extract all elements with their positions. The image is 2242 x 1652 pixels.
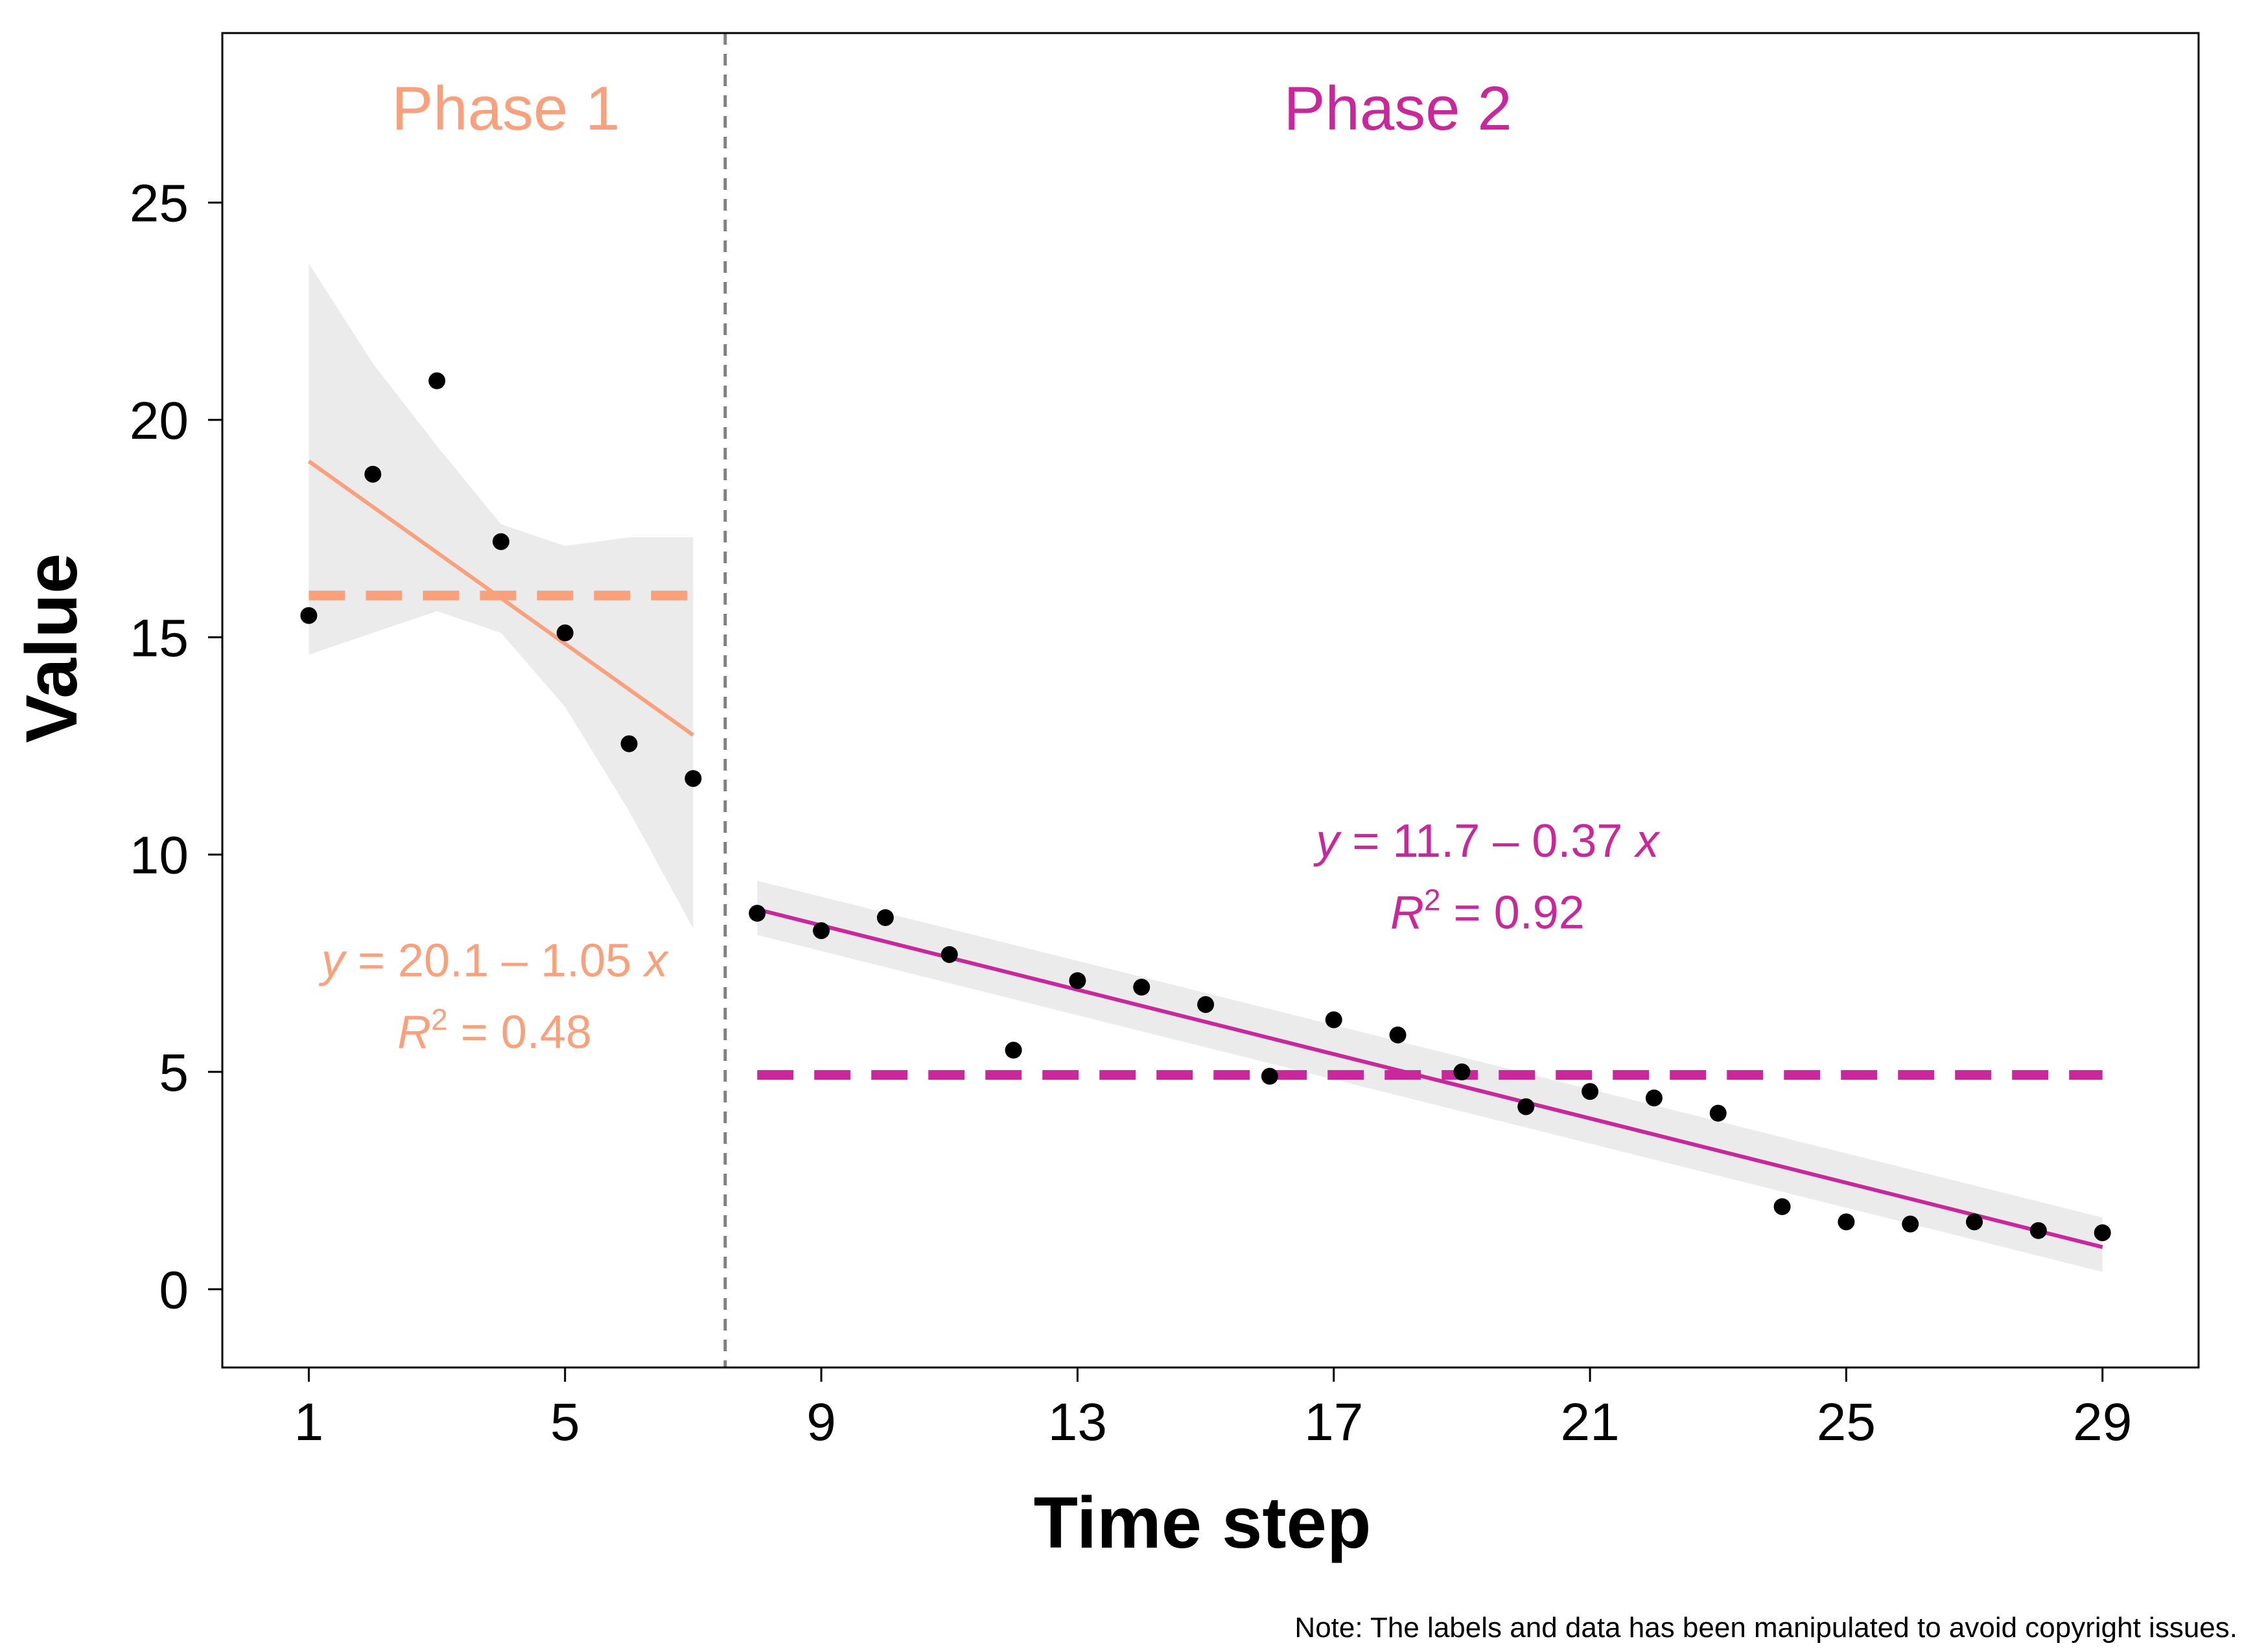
- data-point: [2094, 1224, 2111, 1242]
- x-axis-ticks: 1 5 9 13 17 21 25 29: [294, 1367, 2132, 1452]
- x-tick-label: 29: [2073, 1393, 2132, 1452]
- data-point: [300, 607, 318, 624]
- data-point: [2029, 1222, 2047, 1239]
- x-tick-label: 9: [806, 1393, 836, 1452]
- x-axis-title: Time step: [1034, 1482, 1372, 1563]
- copyright-note: Note: The labels and data has been manip…: [1294, 1612, 2237, 1644]
- regression-lines: [307, 460, 2103, 1250]
- data-point: [1773, 1198, 1791, 1215]
- data-point: [684, 770, 702, 787]
- y-tick-label: 10: [130, 826, 189, 885]
- data-point: [1389, 1026, 1407, 1043]
- phase-1-r-squared: R2 = 0.48: [397, 1003, 592, 1058]
- data-point: [813, 922, 830, 939]
- r-superscript: 2: [1424, 883, 1441, 917]
- data-points: [300, 372, 2111, 1242]
- equation-body: = 20.1 – 1.05: [345, 935, 644, 986]
- data-point: [1325, 1011, 1342, 1029]
- data-point: [876, 909, 894, 926]
- y-tick-label: 20: [130, 391, 189, 450]
- phase-mean-lines: [309, 590, 2103, 1080]
- y-tick-label: 5: [159, 1043, 189, 1102]
- data-point: [940, 946, 958, 963]
- phase-2-label: Phase 2: [1283, 74, 1512, 143]
- phase-2-r-squared: R2 = 0.92: [1390, 883, 1585, 939]
- data-point: [1453, 1063, 1471, 1080]
- data-point: [1261, 1067, 1278, 1085]
- plot-background: [222, 33, 2199, 1367]
- data-point: [1197, 995, 1215, 1013]
- data-point: [1709, 1104, 1727, 1122]
- x-tick-label: 1: [294, 1393, 324, 1452]
- data-point: [1005, 1041, 1022, 1059]
- r-squared-value: = 0.48: [448, 1006, 592, 1058]
- data-point: [1517, 1098, 1535, 1115]
- y-axis-ticks: 0 5 10 15 20 25: [130, 174, 222, 1320]
- y-tick-label: 25: [130, 174, 189, 233]
- phase-2-equation: y = 11.7 – 0.37 x: [1313, 815, 1661, 867]
- x-tick-label: 13: [1048, 1393, 1107, 1452]
- data-point: [364, 465, 382, 483]
- x-tick-label: 25: [1817, 1393, 1876, 1452]
- data-point: [620, 735, 638, 752]
- equation-y: y: [1313, 815, 1342, 867]
- equation-body: = 11.7 – 0.37: [1339, 815, 1635, 867]
- r-symbol: R: [1390, 887, 1424, 939]
- phase-1-label: Phase 1: [391, 74, 620, 143]
- x-tick-label: 21: [1560, 1393, 1619, 1452]
- equation-y: y: [318, 935, 347, 986]
- r-squared-value: = 0.92: [1441, 887, 1585, 939]
- data-point: [1966, 1213, 1983, 1231]
- data-point: [1902, 1215, 1919, 1233]
- y-tick-label: 0: [159, 1261, 189, 1320]
- data-point: [556, 624, 574, 642]
- data-point: [492, 533, 509, 550]
- data-point: [749, 905, 766, 922]
- x-tick-label: 17: [1304, 1393, 1363, 1452]
- data-point: [1838, 1213, 1855, 1231]
- equation-x: x: [642, 935, 670, 986]
- equation-x: x: [1633, 815, 1661, 867]
- y-tick-label: 15: [130, 609, 189, 668]
- plot-border: [221, 32, 2200, 1369]
- data-point: [1133, 979, 1150, 996]
- data-point: [1069, 972, 1086, 990]
- regression-line-phase-2: [756, 907, 2103, 1250]
- phase-1-equation: y = 20.1 – 1.05 x: [318, 935, 670, 986]
- r-symbol: R: [397, 1006, 431, 1058]
- y-axis-title: Value: [11, 553, 92, 743]
- x-tick-label: 5: [550, 1393, 580, 1452]
- r-superscript: 2: [431, 1003, 448, 1036]
- data-point: [1645, 1089, 1663, 1107]
- data-point: [428, 372, 446, 390]
- regression-line-phase-1: [307, 460, 695, 737]
- data-point: [1582, 1083, 1599, 1100]
